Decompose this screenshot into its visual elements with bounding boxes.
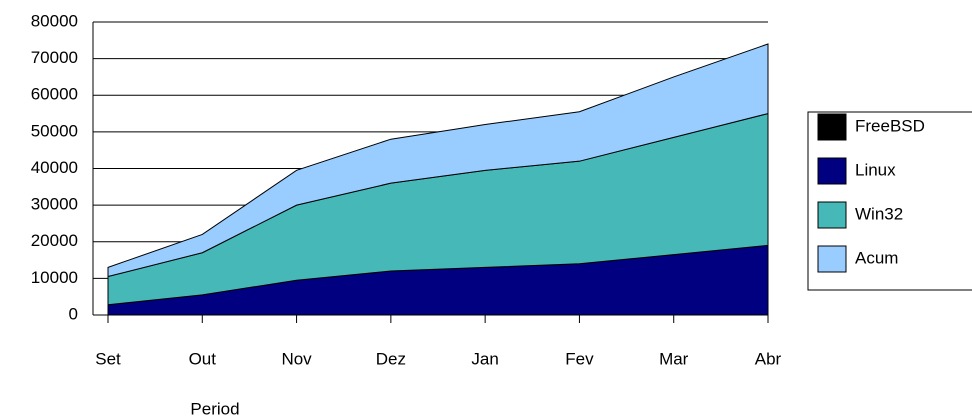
x-tick-label: Dez xyxy=(376,349,406,368)
area xyxy=(107,43,769,278)
y-tick-label: 40000 xyxy=(31,158,78,177)
legend-swatch xyxy=(817,113,847,141)
x-tick-label: Mar xyxy=(659,349,689,368)
x-tick-label: Out xyxy=(189,349,217,368)
y-tick-label: 10000 xyxy=(31,268,78,287)
x-tick-label: Jan xyxy=(471,349,498,368)
y-tick-label: 30000 xyxy=(31,195,78,214)
y-tick-label: 70000 xyxy=(31,48,78,67)
x-tick-label: Abr xyxy=(755,349,782,368)
legend-label: Acum xyxy=(855,248,898,267)
y-tick-label: 80000 xyxy=(31,11,78,30)
legend-swatch xyxy=(817,245,847,273)
x-axis-label: Period xyxy=(190,399,239,418)
legend-label: Linux xyxy=(855,160,896,179)
y-tick-label: 0 xyxy=(69,304,78,323)
legend-swatch xyxy=(817,157,847,185)
x-tick-label: Set xyxy=(95,349,121,368)
legend-label: FreeBSD xyxy=(855,116,925,135)
y-tick-label: 50000 xyxy=(31,121,78,140)
y-tick-label: 20000 xyxy=(31,231,78,250)
legend-label: Win32 xyxy=(855,204,903,223)
x-tick-label: Fev xyxy=(565,349,594,368)
legend-swatch xyxy=(817,201,847,229)
x-tick-label: Nov xyxy=(281,349,312,368)
y-tick-label: 60000 xyxy=(31,85,78,104)
